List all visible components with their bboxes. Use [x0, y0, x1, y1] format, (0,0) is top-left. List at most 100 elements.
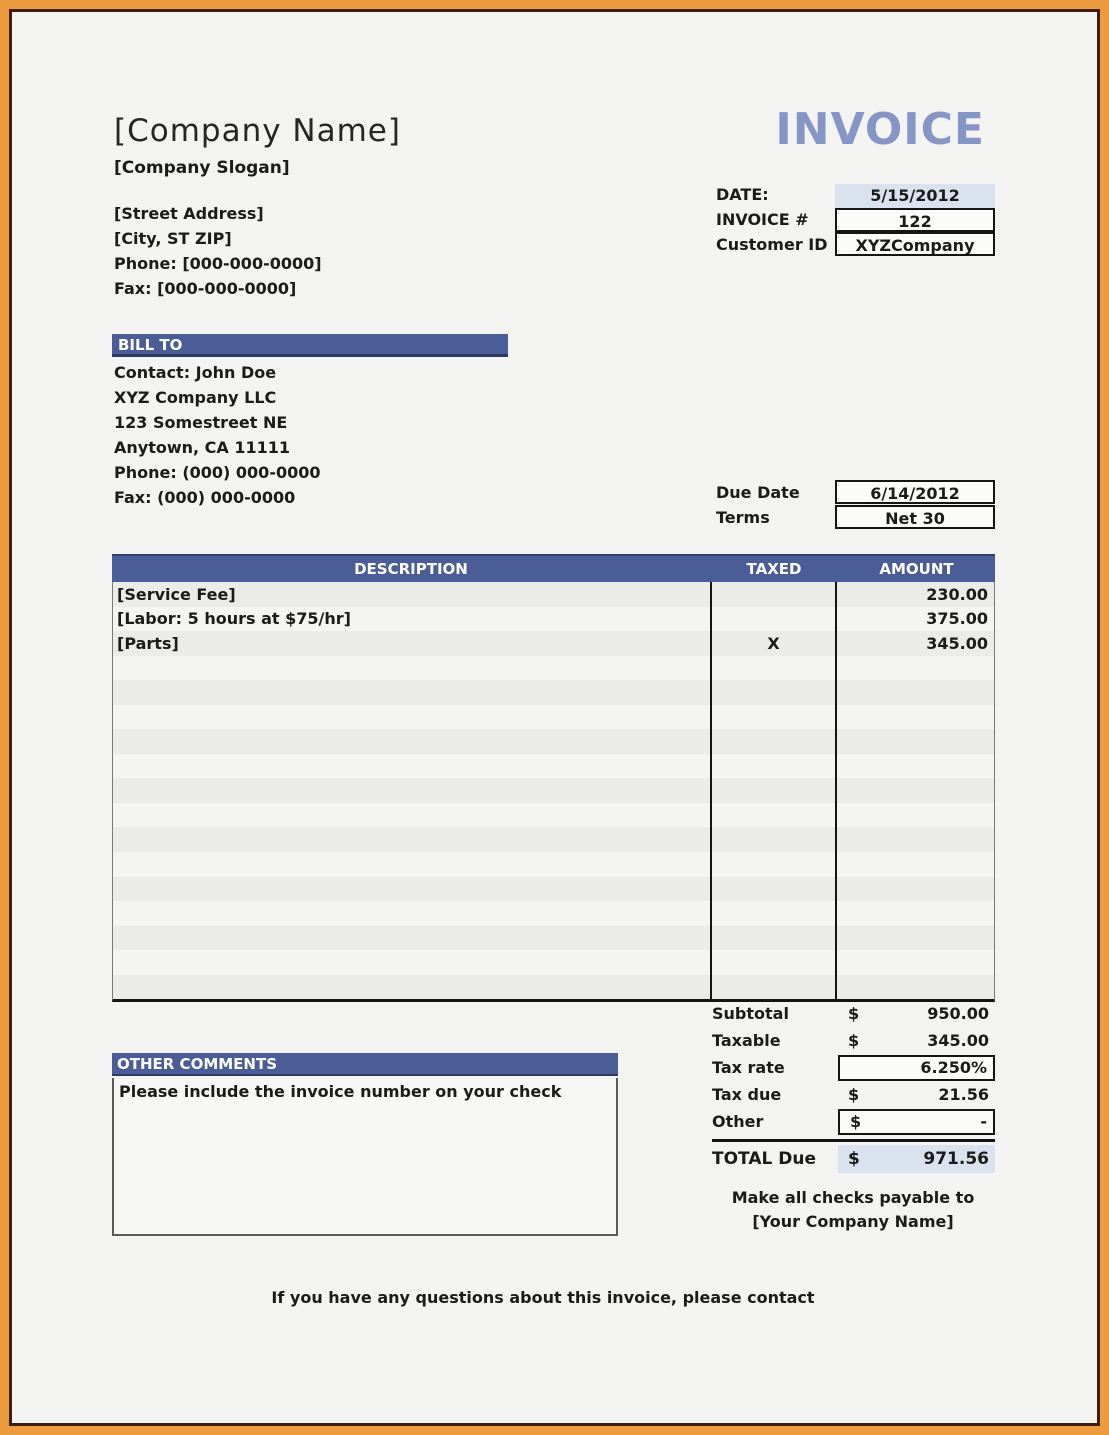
table-row [113, 778, 994, 803]
table-cell-amount [837, 877, 994, 902]
due-date-label: Due Date [716, 483, 800, 502]
header-taxed: TAXED [746, 560, 802, 578]
invoice-number-value: 122 [835, 208, 995, 232]
customer-id-value: XYZCompany [835, 232, 995, 256]
bill-to-line: Phone: (000) 000-0000 [114, 463, 321, 482]
totals-row-value: 6.250% [838, 1054, 995, 1081]
table-row [113, 729, 994, 754]
total-due-label: TOTAL Due [712, 1149, 816, 1169]
table-row [113, 876, 994, 902]
table-cell-desc [113, 901, 710, 926]
header-amount: AMOUNT [879, 560, 954, 578]
table-cell-amount [837, 950, 994, 975]
company-fax: Fax: [000-000-0000] [114, 279, 297, 298]
other-comments-box: Please include the invoice number on you… [112, 1078, 618, 1236]
footer-contact-note: If you have any questions about this inv… [271, 1288, 815, 1307]
table-cell-taxed [709, 582, 838, 607]
table-cell-desc [113, 877, 710, 902]
table-cell-desc: [Parts] [117, 633, 179, 653]
customer-id-label: Customer ID [716, 235, 828, 254]
due-date-value: 6/14/2012 [835, 480, 995, 504]
line-items-table: DESCRIPTION TAXED AMOUNT [Service Fee] 23… [112, 554, 995, 1003]
totals-row: Tax due $21.56 [712, 1081, 995, 1108]
invoice-table-body: [Service Fee] 230.00 [Labor: 5 hours at $7… [112, 582, 995, 1003]
totals-row-amount: 345.00 [927, 1031, 989, 1050]
table-cell-taxed [709, 680, 838, 705]
table-cell-desc [113, 975, 710, 1000]
table-cell-amount [837, 705, 994, 730]
table-cell-desc [113, 680, 710, 705]
company-name: [Company Name] [114, 113, 401, 149]
table-cell-amount: 230.00 [926, 584, 989, 604]
totals-row-label: Other [712, 1112, 764, 1131]
table-cell-amount [837, 656, 994, 681]
totals-row-amount: 21.56 [938, 1085, 989, 1104]
invoice-number-label: INVOICE # [716, 210, 809, 229]
table-cell-desc [113, 827, 710, 852]
table-cell-taxed [709, 753, 838, 779]
totals-row-label: Subtotal [712, 1004, 789, 1023]
table-cell-taxed [709, 704, 838, 730]
other-comments-header: OTHER COMMENTS [112, 1053, 618, 1076]
table-cell-desc [113, 852, 710, 877]
table-row [113, 680, 994, 705]
table-cell-taxed [709, 802, 838, 828]
table-cell-desc [113, 656, 710, 681]
totals-row-value: $ - [838, 1108, 995, 1135]
totals-row-label: Tax due [712, 1085, 782, 1104]
checks-payable-line1: Make all checks payable to [731, 1188, 975, 1207]
bill-to-header: BILL TO [112, 334, 508, 357]
table-cell-amount: 375.00 [926, 609, 989, 629]
company-street: [Street Address] [114, 204, 264, 223]
table-row [113, 974, 994, 1000]
table-cell-amount [837, 754, 994, 779]
table-cell-desc [113, 705, 710, 730]
table-cell-taxed [709, 827, 838, 853]
table-cell-amount [837, 975, 994, 1000]
table-cell-taxed [709, 606, 838, 632]
totals-divider [712, 1139, 995, 1142]
totals-row-amount: 950.00 [927, 1004, 989, 1023]
table-cell-amount [837, 827, 994, 852]
bill-to-line: Anytown, CA 11111 [114, 438, 291, 457]
totals-rows: Subtotal $950.00 Taxable $345.00 Tax rate 6.2… [712, 1000, 995, 1135]
terms-label: Terms [716, 508, 770, 527]
table-cell-amount [837, 680, 994, 705]
table-cell-amount [837, 901, 994, 926]
company-address: [Street Address] [City, ST ZIP] Phone: [… [114, 201, 322, 301]
table-cell-amount: 345.00 [926, 633, 989, 653]
table-row: [Service Fee] 230.00 [113, 582, 994, 607]
table-cell-taxed [709, 876, 838, 902]
bill-to-lines: Contact: John Doe XYZ Company LLC 123 Some… [114, 360, 320, 510]
table-cell-amount [837, 778, 994, 803]
table-cell-desc: [Service Fee] [117, 584, 236, 604]
table-cell-taxed [709, 729, 838, 754]
checks-payable-line2: [Your Company Name] [752, 1212, 954, 1231]
company-slogan: [Company Slogan] [114, 158, 290, 178]
total-due-row: TOTAL Due $ 971.56 [712, 1145, 995, 1173]
table-cell-taxed: X [709, 631, 838, 656]
table-row [113, 852, 994, 877]
header-description: DESCRIPTION [354, 560, 468, 578]
totals-row-value: $345.00 [838, 1028, 995, 1054]
company-city: [City, ST ZIP] [114, 229, 232, 248]
totals-row: Taxable $345.00 [712, 1027, 995, 1054]
totals-row: Subtotal $950.00 [712, 1000, 995, 1027]
table-row [113, 753, 994, 779]
totals-row: Other $ - [712, 1108, 995, 1135]
table-cell-desc [113, 926, 710, 951]
table-cell-amount [837, 803, 994, 828]
table-cell-desc [113, 803, 710, 828]
bill-to-line: Fax: (000) 000-0000 [114, 488, 296, 507]
checks-payable-note: Make all checks payable to [Your Company… [680, 1186, 1026, 1234]
table-cell-desc [113, 729, 710, 754]
table-cell-taxed [709, 901, 838, 926]
totals-row: Tax rate 6.250% [712, 1054, 995, 1081]
terms-value: Net 30 [835, 505, 995, 529]
table-row [113, 901, 994, 926]
totals-section: Subtotal $950.00 Taxable $345.00 Tax rate 6.2… [712, 1000, 995, 1173]
date-value: 5/15/2012 [835, 184, 995, 208]
table-row [113, 827, 994, 853]
table-cell-desc [113, 778, 710, 803]
